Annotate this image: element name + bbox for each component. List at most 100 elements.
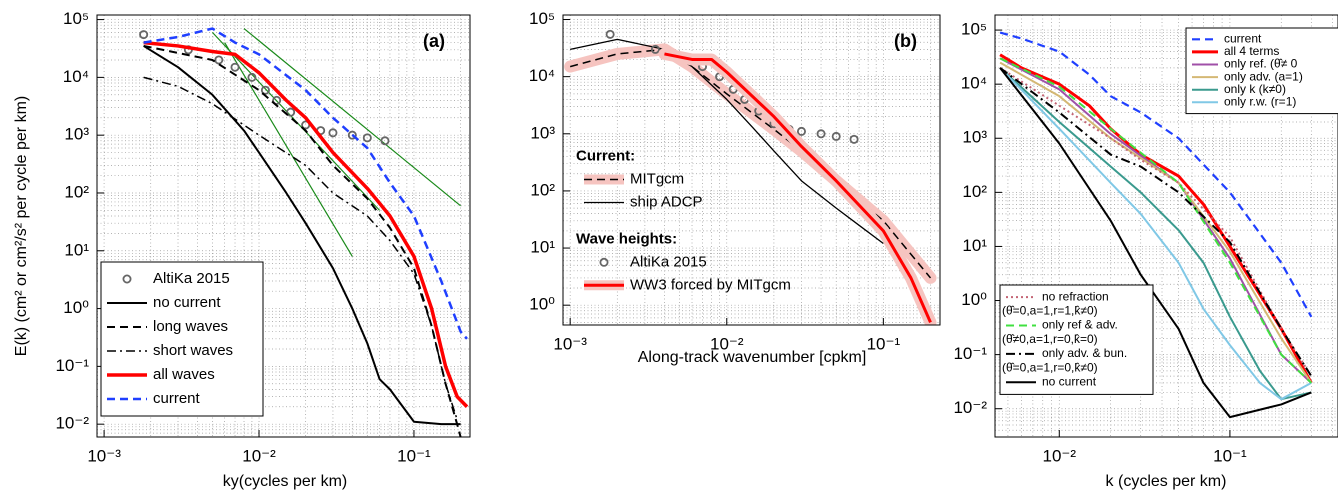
legend-label: no refraction: [1042, 289, 1109, 303]
legend: Current: MITgcm ship ADCP Wave heights: Alti…: [576, 147, 791, 293]
y-axis-label: E(k) (cm² or cm²/s² per cycle per km): [13, 96, 30, 356]
legend-label: WW3 forced by MITgcm: [630, 276, 791, 293]
y-tick-label: 10⁰: [529, 295, 555, 314]
legend-marker: [599, 257, 609, 267]
series-line: [664, 52, 932, 323]
data-point: [816, 129, 826, 139]
y-tick-label: 10⁰: [63, 298, 89, 317]
y-tick-label: 10⁻¹: [953, 344, 987, 363]
legend-label: no current: [153, 294, 221, 311]
legend-label: only ref. (θ̂≠ 0: [1224, 57, 1298, 71]
series-line: [143, 45, 461, 426]
legend-note: (θ̂≠0,a=1,r=0,k̂=0): [1002, 332, 1098, 346]
legend-note: (θ̂=0,a=1,r=0,k̂≠0): [1002, 360, 1098, 374]
axes-frame: [562, 14, 941, 326]
series-line: [143, 27, 468, 340]
y-tick-label: 10²: [530, 180, 555, 199]
data-point: [260, 85, 270, 95]
legend-label: only ref & adv.: [1042, 318, 1118, 332]
x-tick-label: 10⁻²: [242, 446, 276, 465]
legend-label: all 4 terms: [1224, 44, 1279, 58]
data-point: [247, 72, 257, 82]
y-tick-label: 10²: [962, 182, 987, 201]
series-line: [999, 31, 1313, 318]
legend: no refraction(θ̂=0,a=1,r=1,k̂≠0)only ref…: [999, 284, 1154, 395]
axes-frame: [994, 14, 1338, 438]
panel-label: (a): [423, 31, 445, 51]
y-tick-label: 10⁻²: [55, 414, 89, 433]
data-point: [139, 30, 149, 40]
y-tick-label: 10¹: [530, 238, 555, 257]
legend-box: [999, 284, 1154, 395]
axes-frame: [96, 14, 471, 438]
y-tick-label: 10²: [64, 182, 89, 201]
data-point: [831, 131, 841, 141]
y-tick-label: 10⁵: [961, 20, 987, 39]
legend-label: AltiKa 2015: [630, 253, 707, 270]
x-axis-label: Along-track wavenumber [cpkm]: [638, 349, 867, 366]
series-line: [999, 57, 1313, 384]
data-point: [214, 55, 224, 65]
y-tick-label: 10⁻¹: [55, 356, 89, 375]
series-line: [143, 76, 458, 420]
x-tick-label: 10⁻¹: [867, 334, 901, 353]
legend-label: only adv. & bun.: [1042, 346, 1127, 360]
y-tick-label: 10³: [64, 125, 89, 144]
y-tick-label: 10⁻²: [953, 398, 987, 417]
series-line: [999, 67, 1313, 377]
series-line: [570, 38, 884, 245]
series-line: [224, 42, 353, 257]
x-tick-label: 10⁻²: [710, 334, 744, 353]
data-point: [362, 133, 372, 143]
plot-area: [563, 15, 940, 325]
y-tick-label: 10⁵: [63, 9, 89, 28]
series-line: [243, 28, 461, 207]
legend-label: ship ADCP: [630, 193, 703, 210]
legend-box: [1185, 27, 1338, 115]
y-tick-label: 10⁴: [63, 67, 89, 86]
data-point: [347, 130, 357, 140]
legend-label: MITgcm: [630, 170, 684, 187]
data-point: [796, 126, 806, 136]
y-tick-label: 10¹: [64, 240, 89, 259]
legend-label: long waves: [153, 318, 228, 335]
x-tick-label: 10⁻³: [87, 446, 121, 465]
data-point: [328, 128, 338, 138]
series-line: [999, 67, 1312, 419]
legend-label: short waves: [153, 342, 233, 359]
data-point: [230, 62, 240, 72]
y-tick-label: 10¹: [962, 236, 987, 255]
series-group: [999, 31, 1313, 419]
legend: AltiKa 2015 no current long waves short wav…: [100, 261, 264, 417]
minor-grid: [97, 15, 470, 437]
legend-note: (θ̂=0,a=1,r=1,k̂≠0): [1002, 303, 1098, 317]
series-line: [999, 67, 1312, 401]
x-axis-label: k (cycles per km): [1106, 473, 1227, 490]
legend-marker: [122, 274, 132, 284]
y-tick-label: 10⁴: [961, 74, 987, 93]
x-tick-label: 10⁻¹: [1213, 446, 1247, 465]
series-line: [999, 67, 1313, 377]
x-tick-label: 10⁻³: [553, 334, 587, 353]
data-point: [272, 95, 282, 105]
legend-box: [100, 261, 264, 417]
legend-group-title: Current:: [576, 147, 635, 164]
series-group: [139, 27, 469, 437]
y-tick-label: 10³: [962, 128, 987, 147]
series-line: [999, 61, 1313, 384]
data-point: [650, 44, 660, 54]
legend-label: AltiKa 2015: [153, 270, 230, 287]
x-tick-label: 10⁻¹: [397, 446, 431, 465]
legend-label: no current: [1042, 374, 1097, 388]
panel-label: (b): [894, 31, 917, 51]
series-line: [999, 67, 1312, 401]
data-point: [605, 29, 615, 39]
x-axis-label: ky(cycles per km): [223, 473, 347, 490]
y-tick-label: 10⁴: [529, 66, 555, 85]
minor-grid: [563, 15, 940, 325]
legend-label: all waves: [153, 366, 215, 383]
series-group: [564, 29, 937, 325]
y-tick-label: 10⁵: [529, 9, 555, 28]
